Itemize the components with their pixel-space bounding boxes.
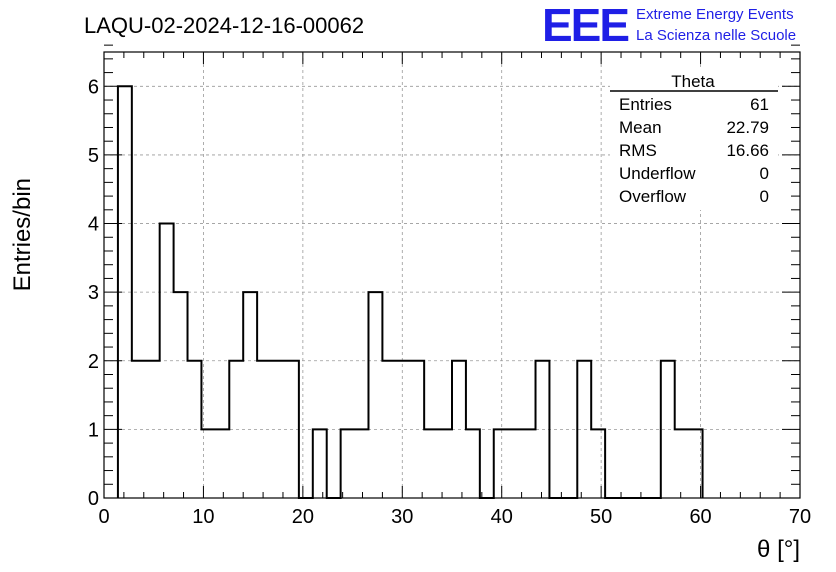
histogram-outline	[116, 85, 704, 499]
histogram-bin	[201, 429, 229, 498]
tick-labels: 0 10 20 30 40 50 60 70 0 1 2 3 4 5 6	[88, 76, 811, 528]
stats-rows: Entries 61 Mean 22.79 RMS 16.66 Underflow 0 Over…	[619, 95, 769, 206]
y-tick-label: 0	[88, 488, 99, 510]
logo-line-2: La Scienza nelle Scuole	[636, 27, 796, 44]
logo-mark: EEE	[542, 0, 628, 51]
stats-row-value: 22.79	[726, 118, 769, 137]
histogram-bin	[675, 429, 703, 498]
histogram-bin	[424, 429, 452, 498]
stats-row-label: Underflow	[619, 164, 696, 183]
y-tick-label: 1	[88, 419, 99, 441]
stats-row-value: 0	[760, 164, 769, 183]
histogram-bin	[341, 429, 369, 498]
x-tick-label: 30	[391, 506, 413, 528]
histogram-bin	[174, 292, 188, 498]
y-tick-label: 5	[88, 145, 99, 167]
stats-row-label: Mean	[619, 118, 662, 137]
y-tick-label: 4	[88, 214, 99, 236]
stats-box: Theta Entries 61 Mean 22.79 RMS 16.66 Underflo…	[610, 70, 778, 210]
histogram-bin	[243, 292, 257, 498]
histogram-bin	[368, 292, 382, 498]
stats-row-label: RMS	[619, 141, 657, 160]
chart-title: LAQU-02-2024-12-16-00062	[84, 13, 364, 38]
y-axis-label: Entries/bin	[9, 178, 36, 291]
x-tick-label: 10	[192, 506, 214, 528]
stats-title: Theta	[671, 72, 715, 91]
plot-frame	[103, 51, 801, 499]
x-tick-label: 60	[689, 506, 711, 528]
x-axis-label: θ [°]	[757, 536, 800, 563]
stats-row-value: 61	[750, 95, 769, 114]
histogram-bin	[591, 429, 605, 498]
histogram-bin	[466, 429, 480, 498]
x-tick-label: 40	[491, 506, 513, 528]
stats-row-label: Entries	[619, 95, 672, 114]
y-tick-label: 6	[88, 76, 99, 98]
logo-line-1: Extreme Energy Events	[636, 6, 794, 23]
histogram-bin	[313, 429, 327, 498]
y-tick-label: 2	[88, 351, 99, 373]
stats-row-label: Overflow	[619, 187, 687, 206]
eee-logo: EEE Extreme Energy Events La Scienza nel…	[542, 0, 796, 51]
stats-row-value: 0	[760, 187, 769, 206]
stats-box-background	[610, 70, 778, 210]
y-tick-label: 3	[88, 282, 99, 304]
x-tick-label: 70	[789, 506, 811, 528]
histogram-bin	[494, 429, 536, 498]
x-tick-label: 0	[98, 506, 109, 528]
x-tick-label: 20	[292, 506, 314, 528]
x-tick-label: 50	[590, 506, 612, 528]
stats-row-value: 16.66	[726, 141, 769, 160]
